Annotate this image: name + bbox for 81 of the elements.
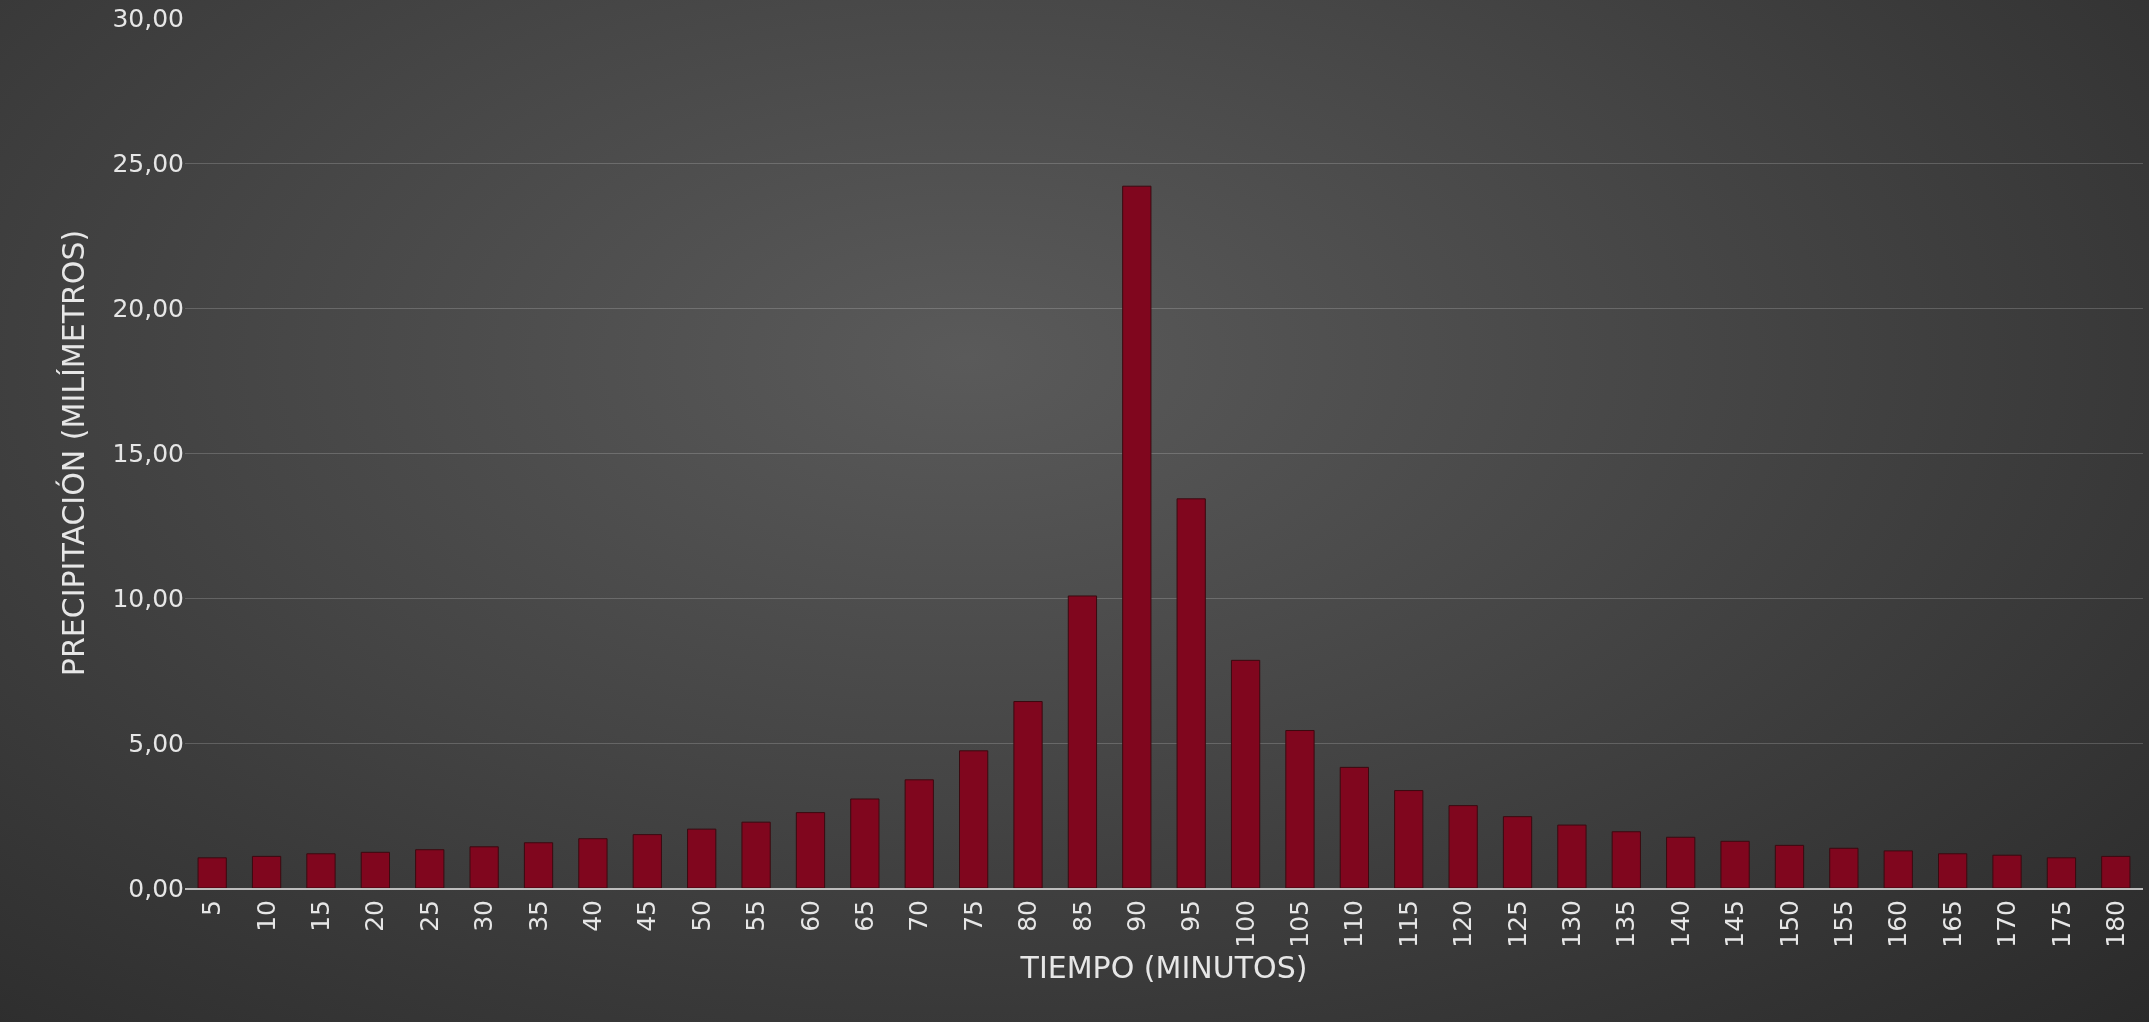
x-tick-label: 20 (360, 900, 390, 932)
x-tick-label: 90 (1121, 900, 1151, 932)
x-tick-label: 135 (1611, 900, 1641, 948)
x-tick-label: 130 (1557, 900, 1587, 948)
bar (360, 851, 390, 888)
bar (1448, 805, 1478, 888)
bar (1013, 701, 1043, 888)
bar (687, 828, 717, 888)
x-tick-label: 155 (1828, 900, 1858, 948)
y-axis-title: PRECIPITACIÓN (MILÍMETROS) (55, 229, 92, 677)
x-tick-label: 15 (306, 900, 336, 932)
x-tick-label: 115 (1393, 900, 1423, 948)
bar (1067, 595, 1098, 888)
x-tick-label: 140 (1665, 900, 1695, 948)
x-tick-label: 45 (632, 900, 662, 932)
y-tick-label: 30,00 (112, 3, 184, 33)
x-tick-label: 165 (1937, 900, 1967, 948)
y-tick-label: 0,00 (128, 873, 184, 903)
x-tick-label: 65 (849, 900, 879, 932)
bar (1394, 790, 1424, 888)
x-tick-label: 175 (2046, 900, 2076, 948)
x-tick-label: 160 (1883, 900, 1913, 948)
x-tick-label: 85 (1067, 900, 1097, 932)
x-tick-label: 60 (795, 900, 825, 932)
bar (1611, 831, 1641, 888)
y-tick-label: 10,00 (112, 583, 184, 613)
bar (1230, 659, 1261, 888)
bar (251, 855, 282, 888)
bar (1938, 853, 1968, 888)
bar (469, 846, 499, 888)
bar (1774, 844, 1805, 888)
bar (1666, 836, 1696, 888)
bar (306, 853, 336, 888)
x-tick-label: 95 (1176, 900, 1206, 932)
y-tick-label: 20,00 (112, 293, 184, 323)
bar (1176, 498, 1206, 888)
x-tick-label: 125 (1502, 900, 1532, 948)
x-tick-label: 80 (1013, 900, 1043, 932)
bar (632, 834, 662, 888)
x-tick-label: 150 (1774, 900, 1804, 948)
x-tick-label: 30 (469, 900, 499, 932)
y-tick-label: 15,00 (112, 438, 184, 468)
bar (904, 779, 934, 888)
bar (1829, 847, 1859, 888)
x-tick-label: 5 (197, 900, 227, 916)
x-tick-label: 100 (1230, 900, 1260, 948)
bar (197, 857, 227, 888)
bar (1557, 824, 1587, 888)
x-tick-label: 10 (251, 900, 281, 932)
x-tick-label: 145 (1720, 900, 1750, 948)
bar (795, 812, 826, 888)
bar (1720, 840, 1750, 888)
y-tick-label: 5,00 (128, 728, 184, 758)
bar (578, 838, 608, 888)
bar (1883, 850, 1913, 888)
bar (2046, 857, 2077, 888)
bar (1992, 854, 2022, 888)
x-tick-label: 35 (523, 900, 553, 932)
bar (1122, 185, 1152, 888)
bar (1285, 730, 1315, 888)
x-tick-label: 25 (414, 900, 444, 932)
bar (959, 750, 989, 888)
x-tick-label: 110 (1339, 900, 1369, 948)
x-tick-label: 105 (1285, 900, 1315, 948)
bar (523, 842, 554, 888)
bar (2101, 855, 2131, 888)
y-tick-label: 25,00 (112, 148, 184, 178)
x-tick-label: 70 (904, 900, 934, 932)
bar (850, 798, 880, 888)
x-tick-label: 75 (958, 900, 988, 932)
bar (1502, 816, 1533, 888)
x-axis-title: TIEMPO (MINUTOS) (1019, 949, 1308, 985)
bar (415, 849, 445, 888)
x-tick-label: 180 (2100, 900, 2130, 948)
x-tick-label: 170 (1992, 900, 2022, 948)
x-tick-label: 40 (578, 900, 608, 932)
bar (741, 821, 771, 888)
x-tick-label: 50 (686, 900, 716, 932)
x-tick-label: 55 (741, 900, 771, 932)
bar (1339, 766, 1369, 888)
x-tick-label: 120 (1448, 900, 1478, 948)
